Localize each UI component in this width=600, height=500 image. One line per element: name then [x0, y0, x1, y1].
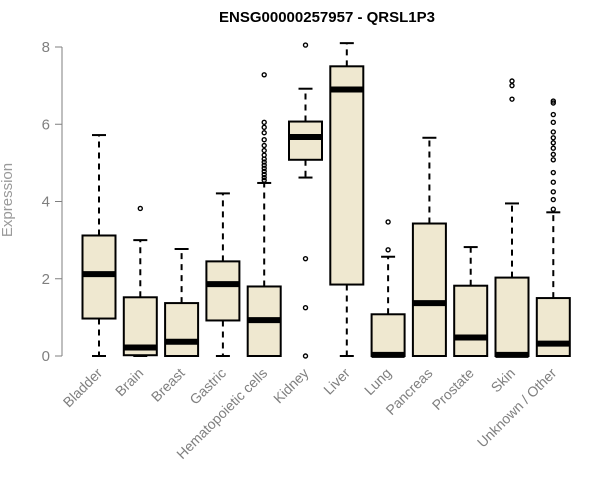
box-kidney: [288, 42, 323, 359]
box-skin: [494, 78, 530, 358]
x-label-prostate: Prostate: [429, 365, 477, 413]
outlier-point: [261, 119, 267, 126]
outlier-point: [261, 72, 267, 78]
outlier-point: [550, 145, 556, 151]
outlier-point: [550, 196, 556, 203]
box-hematopoietic-cells: [246, 72, 282, 358]
outlier-point: [550, 206, 556, 212]
box-breast: [164, 248, 200, 357]
iqr-box: [453, 284, 489, 358]
outlier-point: [261, 177, 267, 183]
box-brain: [122, 205, 158, 357]
outlier-point: [302, 42, 309, 48]
box-lung: [370, 219, 406, 358]
outlier-point: [550, 98, 556, 104]
iqr-box: [494, 276, 530, 357]
box-gastric: [205, 192, 241, 357]
x-label-brain: Brain: [112, 365, 146, 399]
x-label-kidney: Kidney: [270, 365, 312, 407]
iqr-box: [164, 302, 200, 357]
outlier-point: [261, 130, 267, 136]
outlier-point: [550, 140, 556, 146]
x-label-bladder: Bladder: [60, 365, 106, 411]
outlier-point: [261, 171, 267, 178]
outlier-point: [385, 247, 391, 253]
outlier-point: [550, 100, 556, 106]
outlier-point: [550, 129, 556, 135]
outlier-point: [261, 168, 267, 175]
y-tick-label: 4: [42, 194, 50, 211]
iqr-box: [288, 120, 323, 161]
y-tick-label: 2: [42, 271, 50, 288]
outlier-point: [550, 189, 556, 195]
outlier-point: [261, 124, 267, 131]
iqr-box: [205, 260, 241, 322]
iqr-box: [535, 297, 571, 357]
outlier-point: [509, 82, 515, 89]
outlier-point: [261, 142, 267, 149]
outlier-point: [302, 305, 309, 311]
y-tick-label: 6: [42, 116, 50, 133]
x-label-skin: Skin: [488, 365, 519, 396]
iqr-box: [411, 222, 447, 357]
outlier-point: [550, 119, 556, 126]
outlier-point: [261, 147, 267, 154]
outlier-point: [302, 255, 309, 262]
box-liver: [329, 42, 365, 357]
outlier-point: [261, 136, 267, 143]
x-label-liver: Liver: [320, 365, 353, 398]
x-label-breast: Breast: [148, 365, 188, 405]
y-tick-label: 0: [42, 348, 50, 365]
outlier-point: [261, 165, 267, 171]
outlier-point: [550, 179, 556, 185]
outlier-point: [137, 205, 144, 212]
outlier-point: [550, 135, 556, 141]
outlier-point: [385, 219, 391, 225]
outlier-point: [550, 157, 556, 163]
boxes-group: [81, 42, 571, 359]
box-bladder: [81, 134, 117, 357]
outlier-point: [302, 353, 309, 359]
x-label-lung: Lung: [361, 365, 394, 398]
outlier-point: [261, 174, 267, 181]
box-prostate: [453, 246, 489, 358]
outlier-point: [550, 169, 556, 176]
outlier-point: [261, 159, 267, 165]
y-axis: 0 2 4 6 8: [42, 39, 63, 365]
outlier-point: [550, 111, 556, 118]
outlier-point: [509, 96, 515, 102]
y-axis-label: Expression: [0, 163, 16, 237]
box-unknown-other: [535, 98, 571, 357]
chart-title: ENSG00000257957 - QRSL1P3: [219, 9, 435, 26]
outlier-point: [550, 151, 556, 158]
outlier-point: [509, 78, 515, 84]
outlier-point: [261, 162, 267, 168]
outlier-point: [261, 152, 267, 158]
box-pancreas: [411, 136, 447, 357]
iqr-box: [329, 65, 365, 286]
y-tick-label: 8: [42, 39, 50, 56]
iqr-box: [370, 313, 406, 358]
